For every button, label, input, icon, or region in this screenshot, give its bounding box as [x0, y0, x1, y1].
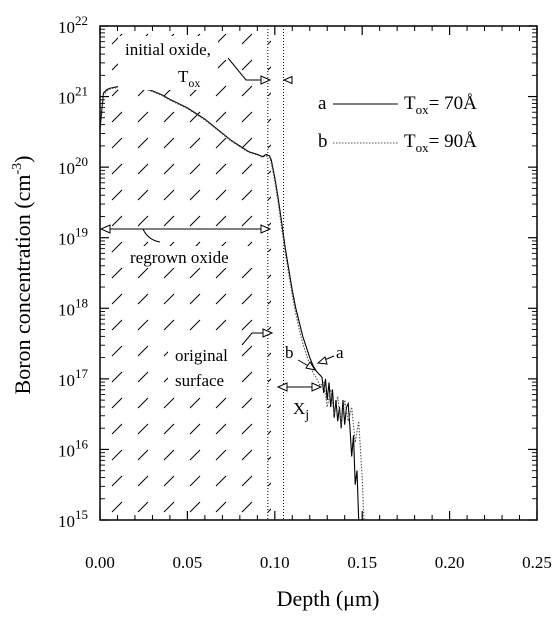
x-axis-label: Depth (μm): [277, 586, 380, 611]
y-tick-label-21: 1021: [58, 84, 88, 108]
x-tick-label-3: 0.15: [347, 553, 377, 572]
arrow-initial-oxide-head: [260, 75, 272, 85]
x-tick-label-2: 0.10: [260, 553, 290, 572]
annotations: initial oxide, Tox regrown oxide origina…: [99, 36, 344, 423]
reference-lines: [267, 26, 285, 520]
y-tick-labels: 1015 1016 1017 1018 1019 1020 1021 1022: [58, 13, 89, 531]
y-tick-label-17: 1017: [58, 366, 89, 390]
annotation-surface: surface: [175, 371, 224, 390]
legend: a Tox= 70Å b Tox= 90Å: [318, 93, 477, 155]
y-axis-label: Boron concentration (cm-3): [10, 156, 35, 395]
y-tick-label-16: 1016: [58, 436, 89, 460]
series-line-b: [100, 86, 365, 520]
x-tick-label-0: 0.00: [85, 553, 115, 572]
x-tick-label-4: 0.20: [435, 553, 465, 572]
legend-tox-a: Tox= 70Å: [404, 93, 477, 117]
y-tick-label-22: 1022: [58, 13, 88, 37]
series-line-a: [100, 85, 360, 520]
legend-tox-b: Tox= 90Å: [404, 131, 477, 155]
data-series: [100, 85, 365, 520]
x-tick-labels: 0.00 0.05 0.10 0.15 0.20 0.25: [85, 553, 552, 572]
axis-ticks: [99, 25, 538, 521]
y-tick-label-18: 1018: [58, 295, 88, 319]
annotation-original: original: [175, 346, 228, 365]
annotation-tox: Tox: [178, 67, 200, 90]
annotation-xj: Xj: [293, 399, 309, 423]
oxide-hatch-region: [101, 27, 271, 519]
annotation-initial-oxide: initial oxide,: [125, 40, 211, 59]
annotation-regrown-oxide: regrown oxide: [130, 248, 229, 267]
y-tick-label-15: 1015: [58, 507, 88, 531]
x-tick-label-5: 0.25: [522, 553, 552, 572]
legend-label-a: a: [318, 93, 327, 114]
arrow-regrown-oxide-leader: [142, 228, 161, 243]
y-tick-label-20: 1020: [58, 154, 88, 178]
x-tick-label-1: 0.05: [173, 553, 203, 572]
annotation-label-b: b: [285, 343, 294, 362]
y-tick-label-19: 1019: [58, 225, 88, 249]
plot-frame: [99, 25, 538, 521]
legend-label-b: b: [318, 131, 328, 152]
annotation-label-a: a: [336, 343, 344, 362]
